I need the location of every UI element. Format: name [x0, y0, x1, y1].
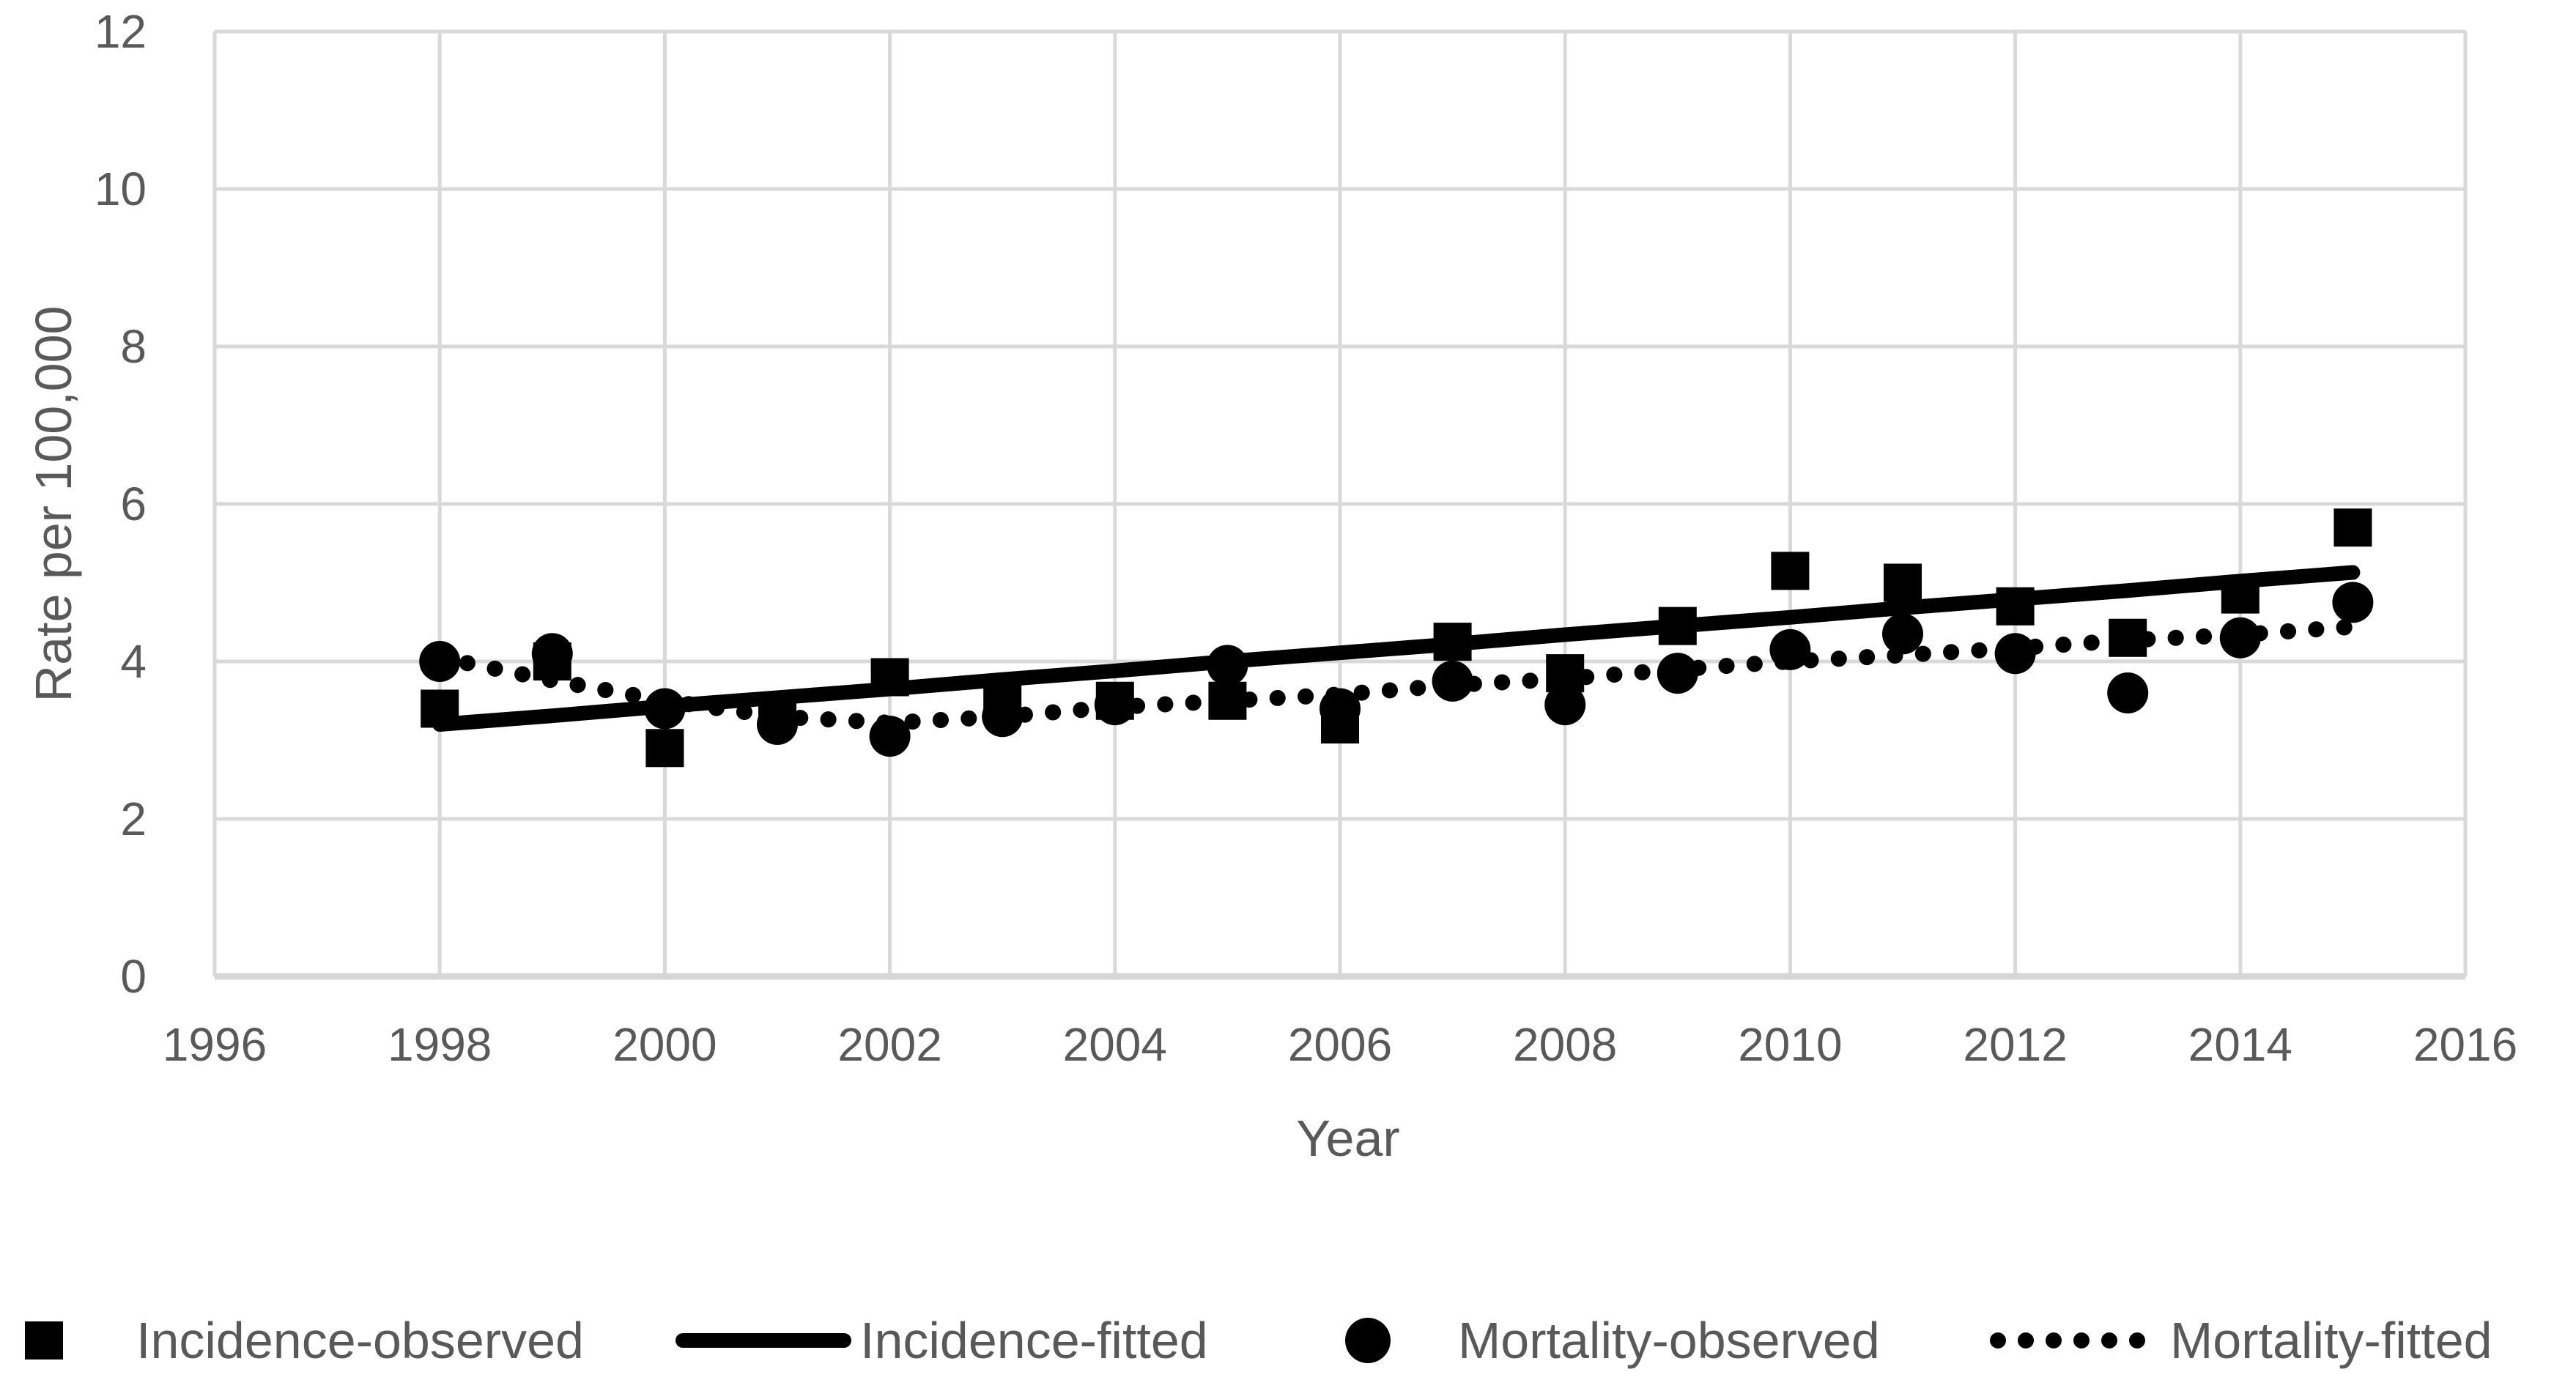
incidence-observed-point [1771, 552, 1810, 590]
mortality-observed-point [1657, 653, 1698, 694]
x-tick-label: 2006 [1287, 1018, 1393, 1071]
x-tick-label: 2014 [2188, 1018, 2292, 1071]
legend-label-incidence-observed: Incidence-observed [136, 1312, 584, 1369]
mortality-observed-point [869, 716, 911, 757]
incidence-observed-point [2333, 508, 2372, 547]
mortality-observed-point [1994, 633, 2036, 675]
mortality-observed-point [1432, 660, 1473, 702]
x-tick-label: 2000 [612, 1018, 717, 1071]
x-tick-label: 1996 [162, 1018, 267, 1071]
incidence-observed-point [1208, 681, 1247, 720]
mortality-observed-point [644, 688, 686, 730]
incidence-observed-point [1321, 705, 1359, 743]
legend-label-mortality-fitted: Mortality-fitted [2170, 1312, 2492, 1369]
y-tick-label: 0 [120, 950, 147, 1003]
mortality-observed-point [1544, 684, 1586, 726]
legend-item-mortality-fitted: Mortality-fitted [1990, 1298, 2492, 1383]
x-tick-label: 2016 [2413, 1018, 2518, 1071]
y-tick-label: 6 [120, 478, 147, 530]
incidence-observed-point [421, 689, 459, 728]
incidence-observed-point [870, 658, 909, 697]
legend-label-mortality-observed: Mortality-observed [1458, 1312, 1880, 1369]
y-tick-label: 8 [120, 320, 147, 373]
x-tick-label: 2010 [1738, 1018, 1843, 1071]
square-marker-icon [25, 1321, 63, 1360]
incidence-observed-point [2109, 618, 2147, 657]
x-tick-label: 1998 [388, 1018, 492, 1071]
y-tick-label: 12 [94, 5, 147, 58]
incidence-observed-point [1546, 654, 1585, 693]
x-tick-label: 2004 [1062, 1018, 1167, 1071]
solid-line-marker-icon [676, 1333, 851, 1348]
legend-item-incidence-observed: Incidence-observed [25, 1298, 584, 1383]
x-axis-title: Year [1296, 1110, 1400, 1167]
incidence-observed-point [645, 729, 684, 768]
x-tick-label: 2012 [1963, 1018, 2068, 1071]
incidence-observed-point [1658, 607, 1697, 645]
y-tick-label: 10 [94, 163, 147, 215]
x-tick-label: 2008 [1513, 1018, 1618, 1071]
legend-label-incidence-fitted: Incidence-fitted [860, 1312, 1208, 1369]
mortality-observed-point [2332, 582, 2374, 623]
mortality-observed-point [1207, 645, 1248, 686]
legend-item-incidence-fitted: Incidence-fitted [676, 1298, 1208, 1383]
incidence-observed-point [1996, 587, 2035, 626]
y-tick-label: 2 [120, 793, 147, 845]
incidence-observed-point [983, 678, 1022, 716]
mortality-observed-point [1769, 628, 1811, 670]
incidence-observed-point [758, 693, 796, 732]
mortality-observed-point [2219, 617, 2261, 659]
y-tick-label: 4 [120, 635, 147, 688]
incidence-observed-point [1433, 623, 1472, 661]
incidence-observed-point [1095, 681, 1134, 720]
dotted-line-marker-icon [1990, 1332, 2145, 1349]
legend-item-mortality-observed: Mortality-observed [1345, 1298, 1880, 1383]
x-tick-label: 2002 [837, 1018, 942, 1071]
circle-marker-icon [1345, 1318, 1391, 1363]
incidence-observed-point [2221, 575, 2259, 614]
mortality-observed-point [2107, 672, 2149, 713]
incidence-observed-point [1884, 563, 1922, 602]
mortality-observed-point [1882, 613, 1923, 655]
incidence-observed-point [533, 642, 571, 680]
mortality-observed-point [419, 641, 461, 682]
